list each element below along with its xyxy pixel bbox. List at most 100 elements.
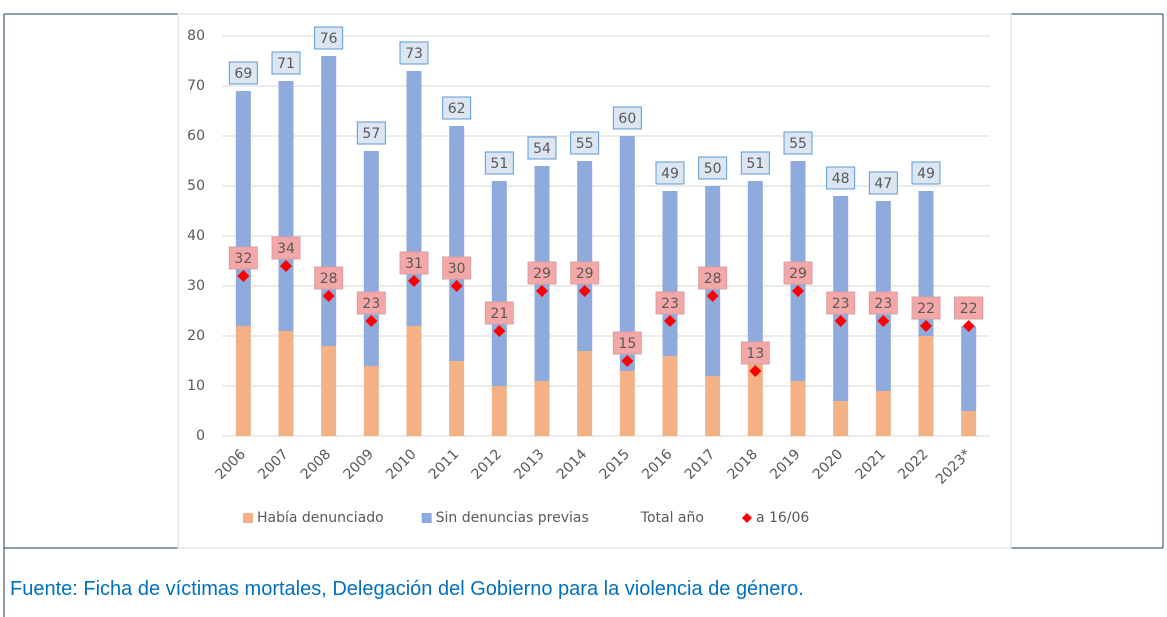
bar — [875, 391, 891, 436]
marker — [450, 280, 463, 292]
legend-label: Había denunciado — [257, 510, 384, 526]
marker — [365, 315, 378, 327]
data-label: 57 — [362, 126, 380, 142]
data-label: 51 — [490, 156, 508, 172]
data-label: 21 — [490, 306, 508, 322]
bar — [577, 351, 593, 436]
data-label-box — [740, 151, 770, 175]
data-label: 23 — [362, 296, 380, 312]
data-label: 31 — [405, 256, 423, 272]
data-label-box — [399, 41, 429, 65]
data-label: 23 — [661, 296, 679, 312]
bar — [278, 81, 294, 331]
marker — [408, 275, 420, 287]
data-label-box — [228, 246, 258, 270]
data-label: 47 — [874, 176, 892, 192]
data-label-box — [271, 51, 301, 75]
bar — [619, 371, 635, 436]
data-label: 60 — [618, 111, 636, 127]
y-tick-label: 50 — [187, 178, 205, 194]
bar — [662, 191, 678, 356]
data-label: 50 — [704, 161, 722, 177]
marker — [706, 290, 719, 302]
data-label-box — [698, 156, 728, 180]
data-label-box — [527, 261, 557, 285]
legend-swatch — [421, 513, 432, 523]
y-tick-label: 70 — [187, 78, 205, 94]
y-tick-label: 10 — [187, 378, 205, 394]
data-label-box — [868, 291, 898, 315]
data-label: 71 — [277, 56, 295, 72]
bar — [363, 151, 379, 366]
legend-label: Total año — [640, 510, 704, 526]
data-label-box — [612, 331, 642, 355]
bar — [833, 401, 849, 436]
data-label: 23 — [874, 296, 892, 312]
bar — [491, 181, 507, 386]
data-label-box — [484, 151, 514, 175]
data-label: 49 — [917, 166, 935, 182]
bar — [747, 361, 763, 436]
data-label-box — [442, 96, 472, 120]
data-label: 13 — [746, 346, 764, 362]
y-tick-label: 40 — [187, 228, 205, 244]
data-label-box — [698, 266, 728, 290]
data-label-box — [484, 301, 514, 325]
data-label-box — [271, 236, 301, 260]
bar — [363, 366, 379, 436]
data-label: 29 — [533, 266, 551, 282]
bar — [321, 56, 337, 346]
legend-label: a 16/06 — [756, 510, 809, 526]
marker — [493, 325, 506, 337]
marker — [322, 290, 335, 302]
bar — [747, 181, 763, 361]
bar — [235, 91, 251, 326]
data-label-box — [570, 131, 600, 155]
bar — [449, 126, 465, 361]
marker — [962, 320, 975, 332]
marker — [237, 270, 250, 282]
legend-marker — [741, 513, 752, 523]
bar — [491, 386, 507, 436]
y-tick-label: 80 — [187, 28, 205, 44]
data-label-box — [655, 291, 685, 315]
y-tick-label: 0 — [196, 428, 205, 444]
data-label: 22 — [960, 301, 978, 317]
data-label: 28 — [320, 271, 338, 287]
bar — [278, 331, 294, 436]
bar — [321, 346, 337, 436]
bar — [534, 381, 550, 436]
bar — [449, 361, 465, 436]
y-tick-label: 30 — [187, 278, 205, 294]
marker — [834, 315, 847, 327]
marker — [621, 355, 634, 367]
marker — [792, 285, 804, 297]
data-label: 32 — [234, 251, 252, 267]
bar — [705, 376, 721, 436]
marker — [877, 315, 890, 327]
data-label: 28 — [704, 271, 722, 287]
bar — [577, 161, 593, 351]
bar — [961, 326, 977, 411]
data-label-box — [527, 136, 557, 160]
data-label: 54 — [533, 141, 551, 157]
data-label-box — [314, 266, 344, 290]
legend-swatch — [243, 513, 253, 523]
data-label: 55 — [576, 136, 594, 152]
data-label: 29 — [576, 266, 594, 282]
data-label-box — [954, 296, 984, 320]
data-label-box — [740, 341, 770, 365]
data-label-box — [826, 291, 856, 315]
marker — [578, 285, 591, 297]
data-label-box — [612, 106, 642, 130]
data-label: 48 — [832, 171, 850, 187]
data-label: 76 — [320, 31, 338, 47]
bar — [961, 411, 977, 436]
data-label-box — [911, 296, 941, 320]
data-label-box — [399, 251, 429, 275]
bar — [918, 336, 934, 436]
marker — [920, 320, 932, 332]
bar — [235, 326, 251, 436]
data-label-box — [356, 121, 386, 145]
